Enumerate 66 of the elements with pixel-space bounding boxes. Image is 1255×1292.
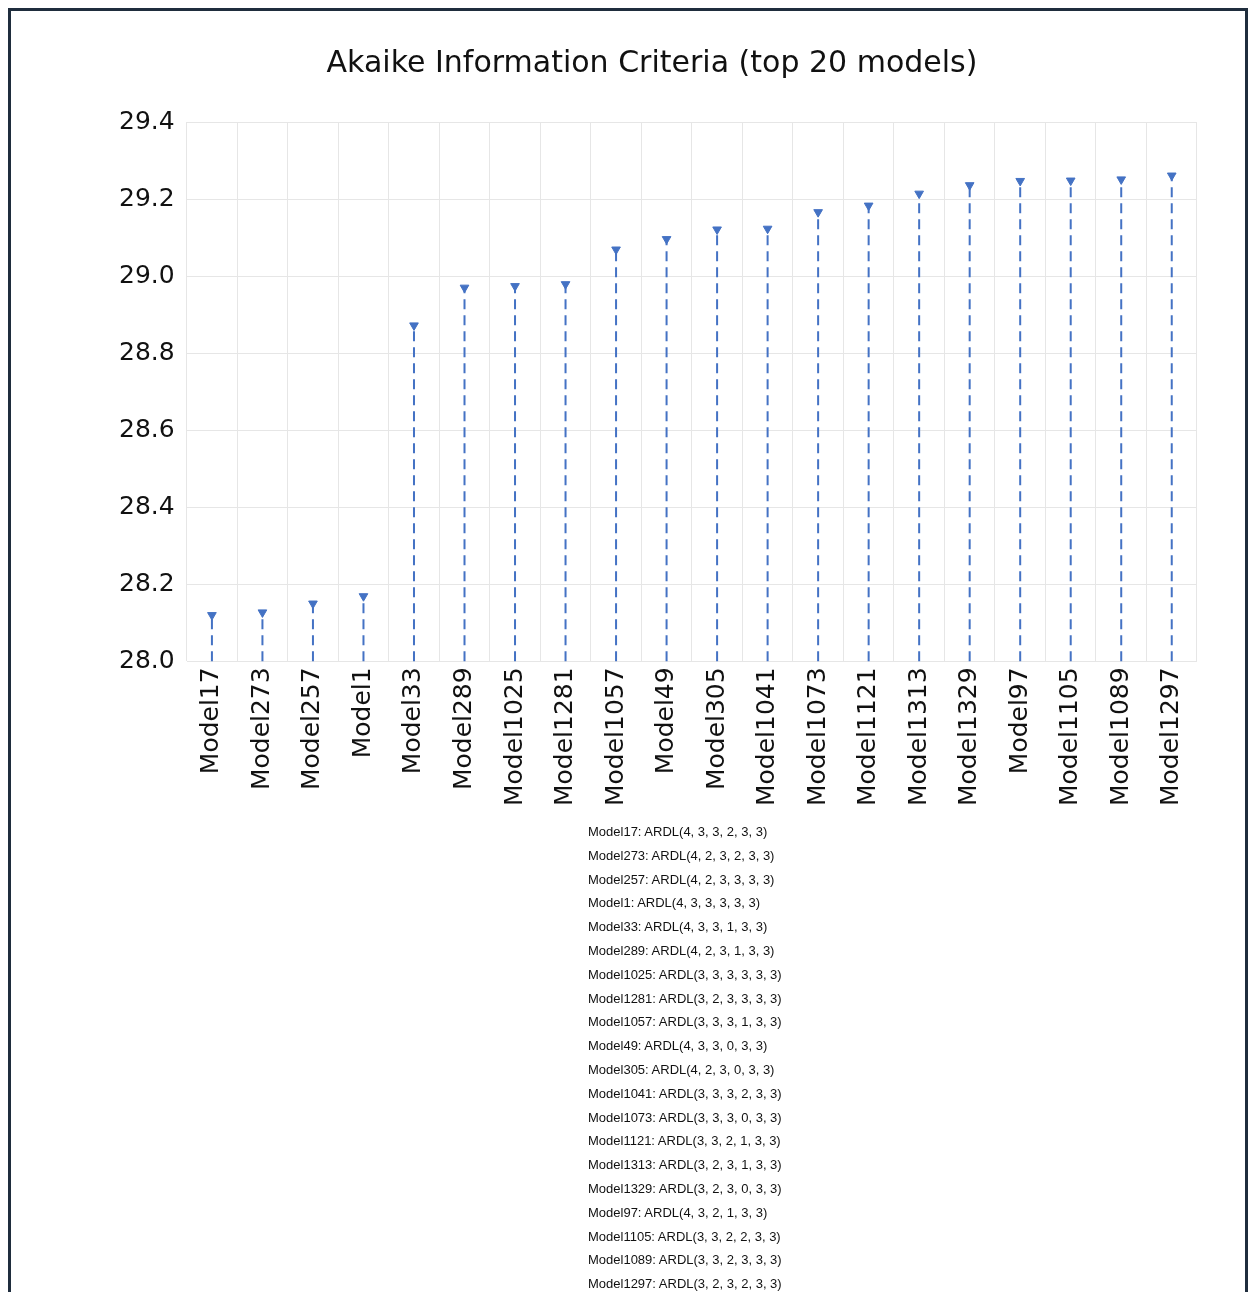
x-tick-label: Model1121 (852, 667, 882, 806)
x-tick-label: Model1313 (902, 667, 932, 806)
point (1065, 177, 1076, 187)
x-tick-label: Model273 (245, 667, 275, 791)
point (1166, 172, 1177, 182)
x-tick-label: Model305 (700, 667, 730, 791)
text: Model1329: ARDL(3, 2, 3, 0, 3, 3) (588, 1179, 782, 1198)
y-tick-label: 29.2 (118, 182, 175, 212)
text: Model1313: ARDL(3, 2, 3, 1, 3, 3) (588, 1156, 782, 1175)
x-tick-label: Model1 (346, 667, 376, 759)
point (762, 225, 773, 235)
y-tick-label: 28.0 (118, 644, 175, 674)
point (863, 202, 874, 212)
y-tick-label: 29.4 (118, 105, 175, 135)
text: Model1297: ARDL(3, 2, 3, 2, 3, 3) (588, 1275, 782, 1292)
x-tick-label: Model1329 (953, 667, 983, 806)
x-tick-label: Model97 (1003, 667, 1033, 775)
text: Model33: ARDL(4, 3, 3, 1, 3, 3) (588, 918, 769, 937)
text: Model305: ARDL(4, 2, 3, 0, 3, 3) (588, 1060, 776, 1079)
text: Model97: ARDL(4, 3, 2, 1, 3, 3) (588, 1203, 769, 1222)
y-tick-label: 29.0 (118, 259, 175, 289)
text: Model273: ARDL(4, 2, 3, 2, 3, 3) (588, 846, 776, 865)
text: Model1089: ARDL(3, 3, 2, 3, 3, 3) (588, 1251, 782, 1270)
y-tick-label: 28.2 (118, 567, 175, 597)
point (661, 236, 672, 245)
x-tick-label: Model289 (448, 667, 478, 791)
point (914, 190, 924, 200)
text: Model1073: ARDL(3, 3, 3, 0, 3, 3) (588, 1108, 782, 1127)
text: Model49: ARDL(4, 3, 3, 0, 3, 3) (588, 1037, 769, 1056)
x-tick-label: Model49 (650, 667, 680, 775)
point (1015, 177, 1026, 187)
text: Model1121: ARDL(3, 3, 2, 1, 3, 3) (588, 1132, 782, 1151)
point (358, 593, 369, 602)
x-tick-label: Model1297 (1155, 667, 1185, 806)
text: Model1281: ARDL(3, 2, 3, 3, 3, 3) (588, 989, 782, 1008)
text: Model257: ARDL(4, 2, 3, 3, 3, 3) (588, 870, 776, 889)
x-tick-label: Model1105 (1054, 667, 1084, 806)
y-tick-label: 28.8 (118, 336, 175, 366)
y-tick-label: 28.6 (118, 413, 175, 443)
text: Model1: ARDL(4, 3, 3, 3, 3, 3) (588, 894, 761, 913)
x-tick-label: Model1025 (498, 667, 528, 806)
point (1116, 176, 1127, 185)
x-tick-label: Model17 (195, 667, 225, 775)
x-tick-label: Model1281 (549, 667, 579, 806)
y-tick-label: 28.4 (118, 490, 175, 520)
x-tick-label: Model33 (397, 667, 427, 775)
x-tick-label: Model1089 (1104, 667, 1134, 806)
text: Model1105: ARDL(3, 3, 2, 2, 3, 3) (588, 1227, 782, 1246)
point (560, 281, 571, 290)
chart-title: Akaike Information Criteria (top 20 models) (326, 43, 978, 79)
x-tick-label: Model1057 (599, 667, 629, 806)
text: Model1057: ARDL(3, 3, 3, 1, 3, 3) (588, 1013, 782, 1032)
x-tick-label: Model1041 (751, 667, 781, 806)
point (712, 226, 722, 235)
point (207, 612, 217, 621)
text: Model1025: ARDL(3, 3, 3, 3, 3, 3) (588, 965, 782, 984)
point (409, 322, 419, 331)
point (813, 209, 823, 218)
point (611, 246, 621, 256)
text: Model1041: ARDL(3, 3, 3, 2, 3, 3) (588, 1084, 782, 1103)
point (257, 609, 268, 618)
x-tick-label: Model1073 (801, 667, 831, 806)
text: Model17: ARDL(4, 3, 3, 2, 3, 3) (588, 823, 769, 841)
x-tick-label: Model257 (296, 667, 326, 791)
point (964, 182, 975, 191)
text: Model289: ARDL(4, 2, 3, 1, 3, 3) (588, 942, 776, 960)
